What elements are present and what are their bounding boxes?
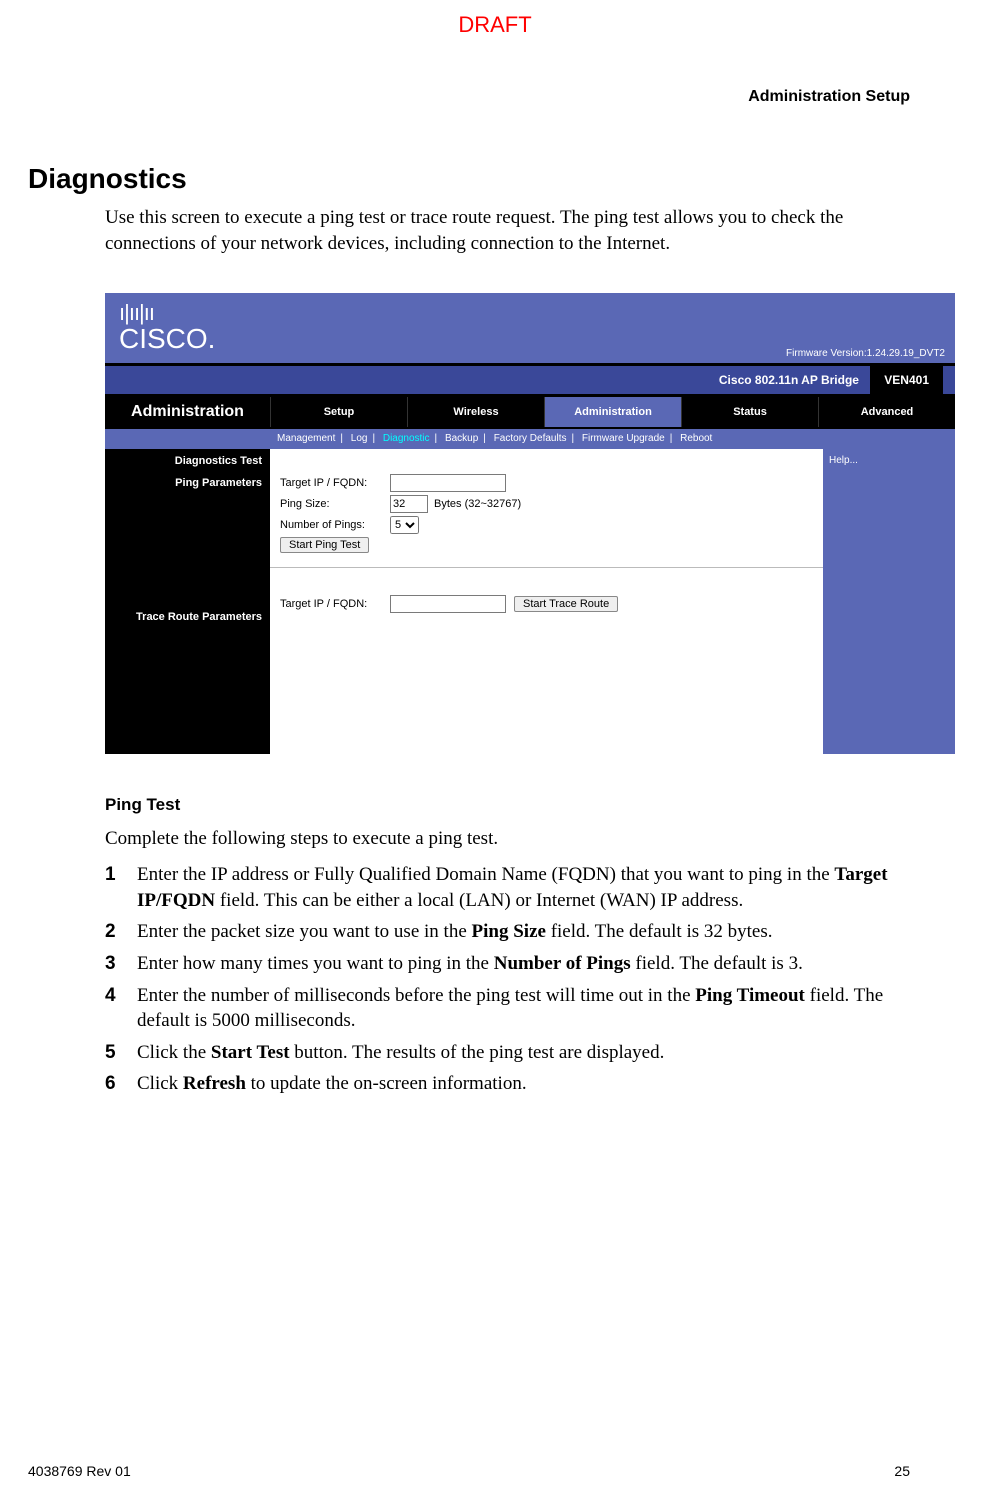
sub-nav: Management| Log| Diagnostic| Backup| Fac… — [105, 429, 955, 449]
page-title: Diagnostics — [28, 163, 187, 195]
step-number: 3 — [105, 951, 137, 977]
subnav-reboot[interactable]: Reboot — [678, 433, 714, 444]
section-header: Administration Setup — [748, 88, 910, 106]
subnav-log[interactable]: Log — [349, 433, 370, 444]
footer-docid: 4038769 Rev 01 — [28, 1463, 131, 1479]
logo-bars-icon: ı|ıı|ıı — [119, 302, 154, 324]
step-text: Enter the number of milliseconds before … — [137, 983, 910, 1034]
subnav-factory[interactable]: Factory Defaults — [492, 433, 569, 444]
step-text: Enter the IP address or Fully Qualified … — [137, 862, 910, 913]
step-text: Enter the packet size you want to use in… — [137, 919, 910, 945]
step-number: 1 — [105, 862, 137, 913]
step-number: 5 — [105, 1040, 137, 1066]
model-badge: VEN401 — [870, 366, 943, 394]
section-label: Administration — [105, 397, 270, 427]
subnav-firmware[interactable]: Firmware Upgrade — [580, 433, 667, 444]
step-4: 4 Enter the number of milliseconds befor… — [105, 983, 910, 1034]
firmware-version: Firmware Version:1.24.29.19_DVT2 — [786, 348, 945, 359]
steps-list: 1 Enter the IP address or Fully Qualifie… — [105, 862, 910, 1103]
ping-size-label: Ping Size: — [280, 498, 390, 510]
banner: ı|ıı|ıı CISCO. Firmware Version:1.24.29.… — [105, 293, 955, 363]
step-text: Enter how many times you want to ping in… — [137, 951, 910, 977]
step-1: 1 Enter the IP address or Fully Qualifie… — [105, 862, 910, 913]
ping-size-input[interactable] — [390, 495, 428, 513]
step-text: Click the Start Test button. The results… — [137, 1040, 910, 1066]
trace-target-input[interactable] — [390, 595, 506, 613]
trace-target-label: Target IP / FQDN: — [280, 598, 390, 610]
draft-watermark: DRAFT — [458, 12, 531, 38]
tab-setup[interactable]: Setup — [270, 397, 407, 427]
form-panel: Target IP / FQDN: Ping Size: Bytes (32~3… — [270, 449, 823, 754]
router-screenshot: ı|ıı|ıı CISCO. Firmware Version:1.24.29.… — [105, 293, 955, 755]
step-5: 5 Click the Start Test button. The resul… — [105, 1040, 910, 1066]
step-number: 6 — [105, 1071, 137, 1097]
subnav-management[interactable]: Management — [275, 433, 337, 444]
tab-status[interactable]: Status — [681, 397, 818, 427]
ping-test-intro: Complete the following steps to execute … — [105, 828, 498, 850]
step-6: 6 Click Refresh to update the on-screen … — [105, 1071, 910, 1097]
subnav-diagnostic[interactable]: Diagnostic — [381, 433, 432, 444]
target-ip-input[interactable] — [390, 474, 506, 492]
step-text: Click Refresh to update the on-screen in… — [137, 1071, 910, 1097]
section-diagnostics-test: Diagnostics Test — [105, 449, 270, 471]
step-2: 2 Enter the packet size you want to use … — [105, 919, 910, 945]
help-panel: Help... — [823, 449, 955, 754]
num-pings-label: Number of Pings: — [280, 519, 390, 531]
divider — [270, 567, 823, 568]
ping-size-hint: Bytes (32~32767) — [434, 498, 521, 510]
footer-page-number: 25 — [894, 1463, 910, 1479]
target-ip-label: Target IP / FQDN: — [280, 477, 390, 489]
section-ping-parameters: Ping Parameters — [105, 471, 270, 493]
intro-paragraph: Use this screen to execute a ping test o… — [105, 205, 910, 256]
logo-text: CISCO. — [119, 323, 215, 354]
ping-test-heading: Ping Test — [105, 795, 180, 815]
tab-advanced[interactable]: Advanced — [818, 397, 955, 427]
section-trace-parameters: Trace Route Parameters — [105, 605, 270, 627]
product-stripe: Cisco 802.11n AP Bridge VEN401 — [105, 363, 955, 397]
screenshot-body: Diagnostics Test Ping Parameters Trace R… — [105, 449, 955, 754]
tab-administration[interactable]: Administration — [544, 397, 681, 427]
start-trace-button[interactable]: Start Trace Route — [514, 596, 618, 612]
subnav-backup[interactable]: Backup — [443, 433, 480, 444]
step-number: 4 — [105, 983, 137, 1034]
step-number: 2 — [105, 919, 137, 945]
help-link[interactable]: Help... — [829, 455, 858, 466]
start-ping-button[interactable]: Start Ping Test — [280, 537, 369, 553]
num-pings-select[interactable]: 5 — [390, 516, 419, 534]
cisco-logo: ı|ıı|ıı CISCO. — [119, 297, 215, 353]
left-panel: Diagnostics Test Ping Parameters Trace R… — [105, 449, 270, 754]
tab-wireless[interactable]: Wireless — [407, 397, 544, 427]
main-tabs: Administration Setup Wireless Administra… — [105, 397, 955, 429]
step-3: 3 Enter how many times you want to ping … — [105, 951, 910, 977]
product-name: Cisco 802.11n AP Bridge — [719, 373, 859, 387]
